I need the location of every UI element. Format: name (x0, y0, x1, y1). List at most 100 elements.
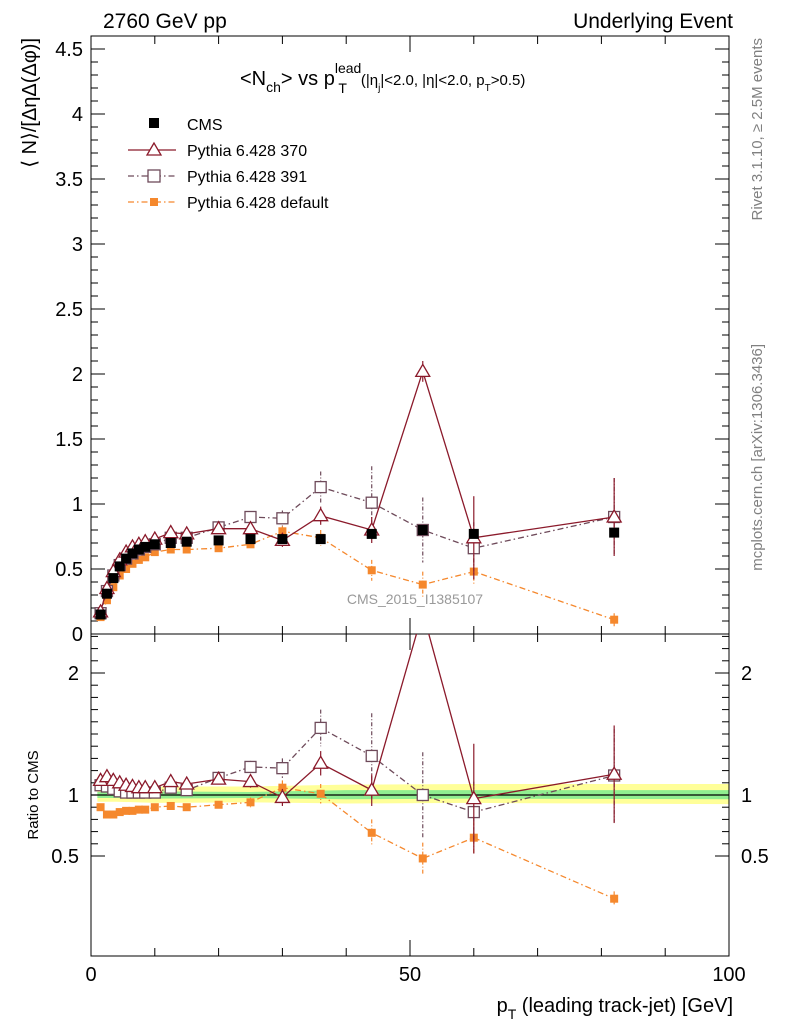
legend-marker-pythia-default (150, 198, 158, 206)
ratio-y-tick-label-right: 1 (741, 785, 752, 807)
main-pythia-6-428-370-point (210, 520, 227, 535)
main-series-layer (92, 361, 623, 627)
main-pythia-6-428-default-point (102, 596, 111, 605)
ratio-pythia-6-428-391-point (314, 721, 327, 735)
ratio-pythia-6-428-370-point (242, 773, 259, 788)
main-cms-point (95, 609, 106, 620)
main-cms-point (245, 534, 256, 545)
main-cms-point (140, 541, 151, 552)
main-cms-point (277, 534, 288, 545)
ratio-pythia-6-428-default-point (109, 810, 118, 819)
main-cms-point (609, 527, 620, 538)
main-pythia-6-428-default-point (109, 583, 118, 592)
legend-entry-cms: CMS (149, 117, 223, 134)
chart-title: <Nch> vs plead T (|ηj|<2.0, |η|<2.0, pT>0.… (240, 60, 525, 96)
x-tick-label: 0 (85, 964, 96, 986)
main-cms-point (121, 553, 132, 564)
main-y-tick-label: 2 (72, 364, 83, 386)
main-pythia-6-428-default-point (246, 540, 255, 549)
ratio-pythia-6-428-391-point (365, 749, 378, 763)
main-pythia-6-428-370-series (92, 361, 623, 618)
main-pythia-6-428-370-point (606, 508, 623, 523)
legend-marker-pythia-391 (147, 169, 161, 183)
ratio-pythia-6-428-370-point (465, 790, 482, 805)
legend-entry-pythia-391: Pythia 6.428 391 (128, 169, 307, 186)
legend-label-pythia-391: Pythia 6.428 391 (187, 169, 307, 186)
ratio-pythia-6-428-default-point (128, 806, 137, 815)
main-y-tick-label: 0.5 (55, 559, 83, 581)
ratio-pythia-6-428-default-line (100, 787, 615, 900)
ratio-pythia-6-428-default-point (102, 810, 111, 819)
mcplots-reference-label: mcplots.cern.ch [arXiv:1306.3436] (749, 344, 766, 571)
legend-entry-pythia-370: Pythia 6.428 370 (128, 141, 307, 160)
ratio-pythia-6-428-370-point (274, 789, 291, 804)
ratio-pythia-6-428-370-point (363, 781, 380, 796)
main-pythia-6-428-default-point (367, 566, 376, 575)
ratio-pythia-6-428-default-point (246, 798, 255, 807)
main-cms-point (181, 536, 192, 547)
main-y-tick-label: 4.5 (55, 39, 83, 61)
main-pythia-6-428-default-point (214, 544, 223, 553)
ratio-pythia-6-428-default-series (96, 780, 619, 907)
main-pythia-6-428-391-point (365, 496, 378, 509)
ratio-pythia-6-428-default-point (182, 803, 191, 812)
ratio-y-tick-label: 0.5 (51, 846, 79, 868)
ratio-pythia-6-428-default-point (316, 789, 325, 798)
ratio-pythia-6-428-default-point (150, 803, 159, 812)
ratio-x-axis: 0 50 100 (85, 634, 746, 986)
legend: CMS Pythia 6.428 370 Pythia 6.428 391 Py… (128, 117, 329, 212)
ratio-pythia-6-428-default-point (115, 808, 124, 817)
ratio-pythia-6-428-default-point (214, 800, 223, 809)
ratio-panel: 0.5 0.5 1 1 2 2 0 50 100 Ratio to CMS pT (leadi… (25, 633, 769, 1022)
ratio-pythia-6-428-default-point (367, 828, 376, 837)
main-pythia-6-428-370-point (242, 520, 259, 535)
ratio-pythia-6-428-370-point (162, 773, 179, 788)
main-pythia-6-428-default-point (278, 527, 287, 536)
main-pythia-6-428-default-point (150, 548, 159, 557)
ratio-pythia-6-428-370-point (606, 765, 623, 780)
ratio-pythia-6-428-default-point (278, 783, 287, 792)
header-right: Underlying Event (573, 10, 733, 33)
main-pythia-6-428-default-point (122, 565, 131, 573)
main-pythia-6-428-default-point (141, 553, 150, 562)
main-cms-point (133, 544, 144, 555)
main-cms-point (114, 561, 125, 572)
legend-label-pythia-370: Pythia 6.428 370 (187, 143, 307, 160)
main-y-axis-label: ⟨ N⟩/[ΔηΔ(Δφ)] (19, 38, 41, 168)
main-cms-point (315, 534, 326, 545)
legend-marker-pythia-370 (145, 141, 163, 156)
main-pythia-6-428-default-point (166, 545, 175, 554)
watermark-label: CMS_2015_I1385107 (347, 591, 483, 607)
main-pythia-6-428-370-line (99, 369, 615, 613)
ratio-pythia-6-428-370-point (137, 779, 154, 794)
ratio-pythia-6-428-default-point (141, 805, 150, 814)
ratio-y-tick-label-right: 2 (741, 663, 752, 685)
ratio-pythia-6-428-default-point (134, 805, 143, 814)
ratio-y-tick-label: 2 (68, 663, 79, 685)
ratio-y-tick-label-right: 0.5 (741, 846, 769, 868)
ratio-pythia-6-428-391-point (416, 788, 429, 802)
x-axis-label: pT (leading track-jet) [GeV] (497, 995, 733, 1022)
x-tick-label: 100 (712, 964, 745, 986)
main-y-tick-label: 1.5 (55, 429, 83, 451)
main-cms-point (165, 538, 176, 548)
main-y-tick-label: 1 (72, 494, 83, 516)
main-panel: 0 0.5 1 1.5 2 2.5 3 3.5 4 4.5 ⟨ N⟩/[ΔηΔ(Δφ)] CMS_… (19, 35, 730, 646)
main-pythia-6-428-default-point (418, 580, 427, 589)
main-y-tick-label: 4 (72, 104, 83, 126)
main-pythia-6-428-default-point (610, 615, 619, 624)
main-pythia-6-428-391-point (276, 512, 289, 525)
rivet-version-label: Rivet 3.1.10, ≥ 2.5M events (749, 38, 766, 221)
main-cms-point (366, 528, 377, 539)
legend-label-cms: CMS (187, 117, 223, 134)
main-pythia-6-428-default-point (182, 545, 191, 554)
main-cms-point (417, 525, 428, 535)
x-tick-label: 50 (399, 964, 421, 986)
main-pythia-6-428-default-point (134, 555, 143, 564)
ratio-pythia-6-428-391-point (244, 760, 257, 774)
ratio-pythia-6-428-370-point (178, 775, 195, 790)
main-y-tick-label: 0 (72, 624, 83, 646)
ratio-series-layer (92, 634, 623, 907)
ratio-y-tick-label: 1 (68, 785, 79, 807)
